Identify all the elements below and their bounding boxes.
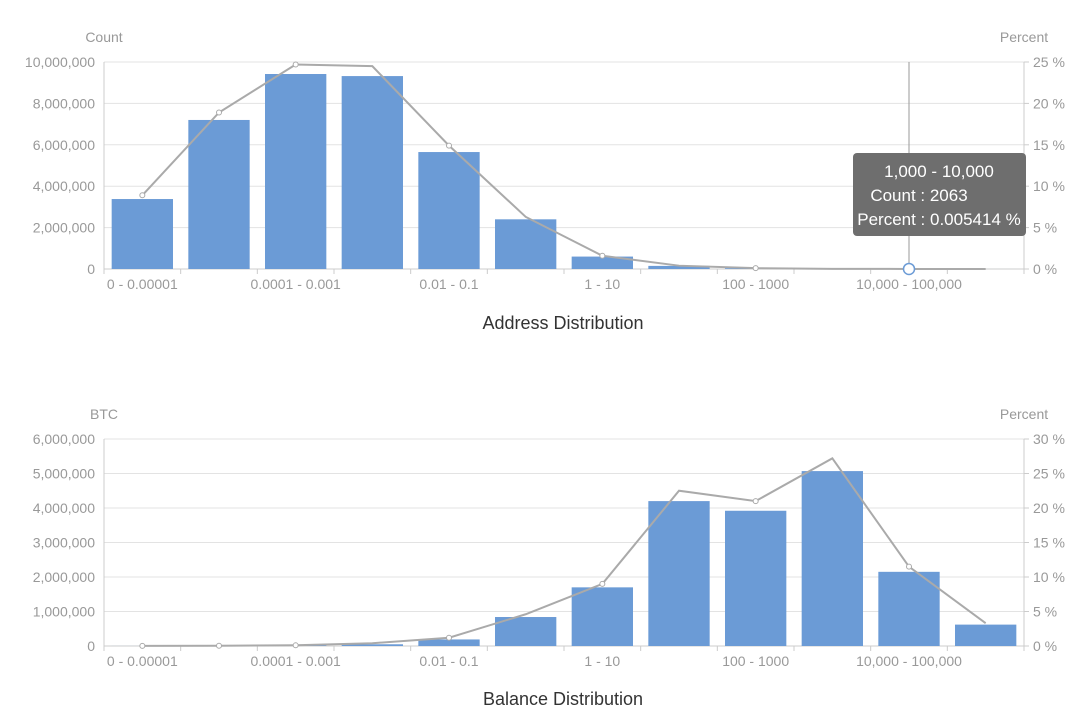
x-tick-label: 0.0001 - 0.001 [251, 276, 342, 292]
y2-axis-title: Percent [1000, 406, 1048, 422]
line-point[interactable] [447, 143, 452, 148]
bar[interactable] [188, 120, 249, 269]
tooltip-title: 1,000 - 10,000 [884, 162, 994, 181]
y2-tick-label: 20 % [1033, 500, 1065, 516]
y2-tick-label: 5 % [1033, 604, 1057, 620]
x-tick-label: 1 - 10 [584, 276, 620, 292]
tooltip-percent: Percent : 0.005414 % [857, 210, 1021, 229]
y-tick-label: 1,000,000 [33, 604, 95, 620]
line-point[interactable] [753, 266, 758, 271]
bar[interactable] [112, 199, 173, 269]
line-point[interactable] [140, 643, 145, 648]
y2-tick-label: 15 % [1033, 535, 1065, 551]
y-tick-label: 2,000,000 [33, 220, 95, 236]
x-tick-label: 0.01 - 0.1 [419, 653, 478, 669]
y2-axis-title: Percent [1000, 29, 1048, 45]
y-tick-label: 2,000,000 [33, 569, 95, 585]
y-tick-label: 0 [87, 261, 95, 277]
y2-tick-label: 0 % [1033, 638, 1057, 654]
line-point[interactable] [217, 643, 222, 648]
y-axis-title: Count [85, 29, 122, 45]
y-tick-label: 5,000,000 [33, 466, 95, 482]
y2-tick-label: 20 % [1033, 95, 1065, 111]
bar[interactable] [572, 587, 633, 646]
x-tick-label: 1 - 10 [584, 653, 620, 669]
y2-tick-label: 15 % [1033, 137, 1065, 153]
bar[interactable] [802, 471, 863, 646]
y2-tick-label: 10 % [1033, 178, 1065, 194]
bar[interactable] [955, 625, 1016, 646]
line-point[interactable] [293, 62, 298, 67]
y-tick-label: 6,000,000 [33, 431, 95, 447]
y2-tick-label: 10 % [1033, 569, 1065, 585]
x-tick-label: 100 - 1000 [722, 276, 789, 292]
y2-tick-label: 5 % [1033, 220, 1057, 236]
tooltip: 1,000 - 10,000 Count : 2063 Percent : 0.00… [853, 153, 1026, 236]
tooltip-count: Count : 2063 [870, 186, 967, 205]
chart-1: 0 1,000,000 2,000,000 3,000,000 4,000,000 5,0… [33, 406, 1065, 709]
x-tick-label: 10,000 - 100,000 [856, 653, 962, 669]
x-tick-label: 0.0001 - 0.001 [251, 653, 342, 669]
y-axis-title: BTC [90, 406, 118, 422]
line-point[interactable] [600, 253, 605, 258]
y-tick-label: 4,000,000 [33, 178, 95, 194]
line-point[interactable] [907, 564, 912, 569]
y2-tick-label: 30 % [1033, 431, 1065, 447]
line-point[interactable] [447, 635, 452, 640]
y2-tick-label: 25 % [1033, 466, 1065, 482]
bar[interactable] [418, 152, 479, 269]
y2-tick-label: 0 % [1033, 261, 1057, 277]
line-point[interactable] [217, 110, 222, 115]
bar[interactable] [725, 511, 786, 646]
x-tick-label: 100 - 1000 [722, 653, 789, 669]
y2-tick-label: 25 % [1033, 54, 1065, 70]
chart-title: Balance Distribution [483, 689, 643, 709]
chart-title: Address Distribution [482, 313, 643, 333]
x-tick-label: 0 - 0.00001 [107, 276, 178, 292]
chart-0: 0 2,000,000 4,000,000 6,000,000 8,000,000 10,… [25, 29, 1065, 333]
y-tick-label: 4,000,000 [33, 500, 95, 516]
y-tick-label: 8,000,000 [33, 95, 95, 111]
y-tick-label: 3,000,000 [33, 535, 95, 551]
bar[interactable] [648, 501, 709, 646]
y-tick-label: 10,000,000 [25, 54, 95, 70]
bar[interactable] [342, 76, 403, 269]
line-point-highlight[interactable] [904, 263, 915, 274]
y-tick-label: 0 [87, 638, 95, 654]
x-tick-label: 0 - 0.00001 [107, 653, 178, 669]
x-tick-label: 0.01 - 0.1 [419, 276, 478, 292]
y-tick-label: 6,000,000 [33, 137, 95, 153]
line-point[interactable] [140, 193, 145, 198]
bar[interactable] [265, 74, 326, 269]
line-point[interactable] [753, 499, 758, 504]
x-tick-label: 10,000 - 100,000 [856, 276, 962, 292]
line-point[interactable] [293, 643, 298, 648]
line-point[interactable] [600, 581, 605, 586]
